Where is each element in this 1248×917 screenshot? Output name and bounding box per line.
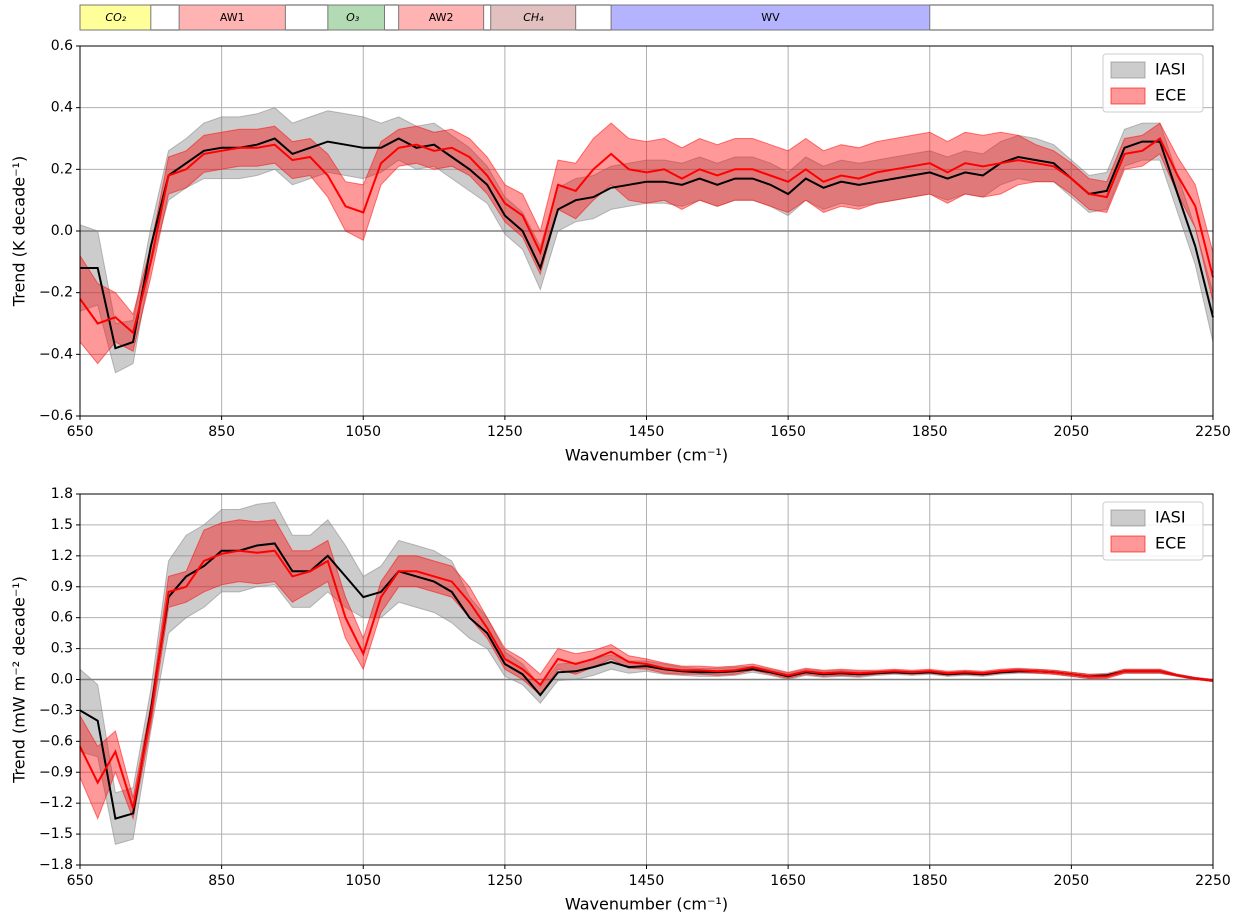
- series-line: [79, 549, 1214, 809]
- x-tick-label: 1250: [487, 873, 523, 889]
- legend-swatch: [1110, 87, 1146, 105]
- x-tick-label: 2250: [1195, 424, 1231, 440]
- y-tick-label: 0.6: [51, 610, 73, 626]
- x-tick-label: 1050: [345, 873, 381, 889]
- x-axis-label: Wavenumber (cm⁻¹): [565, 446, 728, 465]
- x-tick-label: 2050: [1054, 424, 1090, 440]
- region-label: WV: [761, 11, 780, 24]
- region: [79, 4, 152, 31]
- region-label: CH₄: [523, 11, 544, 24]
- y-tick-label: −0.9: [39, 764, 73, 780]
- legend-box: [1102, 501, 1204, 561]
- x-axis-label: Wavenumber (cm⁻¹): [565, 895, 728, 914]
- x-tick-label: 1850: [912, 424, 948, 440]
- plot-frame: [79, 493, 1214, 866]
- legend-swatch: [1110, 61, 1146, 79]
- y-tick-label: −0.3: [39, 702, 73, 718]
- legend-label: IASI: [1155, 60, 1186, 79]
- series-line: [79, 137, 1214, 335]
- y-tick-label: −0.4: [39, 346, 73, 362]
- x-tick-label: 850: [208, 873, 235, 889]
- legend: IASI ECE: [1102, 53, 1204, 113]
- x-tick-label: 650: [67, 873, 94, 889]
- x-tick-label: 850: [208, 424, 235, 440]
- legend-label: ECE: [1155, 86, 1186, 105]
- y-tick-label: 0.2: [51, 161, 73, 177]
- legend-swatch: [1110, 509, 1146, 527]
- x-tick-label: 1850: [912, 873, 948, 889]
- y-tick-label: 0.6: [51, 38, 73, 54]
- x-tick-label: 1450: [629, 873, 665, 889]
- y-tick-label: 1.2: [51, 548, 73, 564]
- region: [398, 4, 485, 31]
- y-tick-label: 0.0: [51, 223, 73, 239]
- series-line: [80, 137, 1214, 350]
- y-tick-label: −0.6: [39, 733, 73, 749]
- region: [610, 4, 931, 31]
- legend-label: ECE: [1155, 534, 1186, 553]
- y-tick-label: 1.8: [51, 486, 73, 502]
- legend-label: IASI: [1155, 508, 1186, 527]
- x-tick-label: 1650: [770, 873, 806, 889]
- region-label: AW2: [429, 11, 454, 24]
- region: [490, 4, 577, 31]
- region-label: AW1: [220, 11, 245, 24]
- region-label: CO₂: [105, 11, 126, 24]
- y-tick-label: −0.6: [39, 408, 73, 424]
- x-tick-label: 1250: [487, 424, 523, 440]
- region-label: O₃: [346, 11, 360, 24]
- legend: IASI ECE: [1102, 501, 1204, 561]
- y-tick-label: −1.8: [39, 857, 73, 873]
- y-tick-label: 1.5: [51, 517, 73, 533]
- y-tick-label: 0.3: [51, 641, 73, 657]
- y-axis-label: Trend (K decade⁻¹): [10, 156, 29, 307]
- y-tick-label: 0.4: [51, 100, 73, 116]
- y-tick-label: −0.2: [39, 285, 73, 301]
- legend-swatch: [1110, 535, 1146, 553]
- x-tick-label: 1450: [629, 424, 665, 440]
- region: [178, 4, 286, 31]
- y-tick-label: −1.2: [39, 795, 73, 811]
- x-tick-label: 2050: [1054, 873, 1090, 889]
- plot-frame: [79, 45, 1214, 417]
- legend-box: [1102, 53, 1204, 113]
- y-tick-label: 0.0: [51, 672, 73, 688]
- x-tick-label: 2250: [1195, 873, 1231, 889]
- x-tick-label: 1650: [770, 424, 806, 440]
- y-tick-label: 0.9: [51, 579, 73, 595]
- x-tick-label: 650: [67, 424, 94, 440]
- y-axis-label: Trend (mW m⁻² decade⁻¹): [10, 576, 29, 784]
- x-tick-label: 1050: [345, 424, 381, 440]
- region: [327, 4, 385, 31]
- y-tick-label: −1.5: [39, 826, 73, 842]
